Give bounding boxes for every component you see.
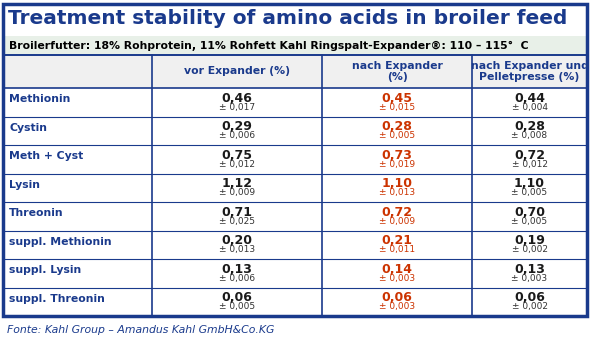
Text: Broilerfutter: 18% Rohprotein, 11% Rohfett Kahl Ringspalt-Expander®: 110 – 115° : Broilerfutter: 18% Rohprotein, 11% Rohfe… xyxy=(9,41,529,51)
Text: ± 0,008: ± 0,008 xyxy=(512,131,548,140)
Text: 0,21: 0,21 xyxy=(382,234,412,247)
Text: ± 0,012: ± 0,012 xyxy=(219,160,255,169)
Text: ± 0,002: ± 0,002 xyxy=(512,245,548,254)
Text: Lysin: Lysin xyxy=(9,180,40,190)
Text: ± 0,013: ± 0,013 xyxy=(219,245,255,254)
Text: ± 0,025: ± 0,025 xyxy=(219,217,255,226)
Text: ± 0,003: ± 0,003 xyxy=(379,302,415,311)
Text: 1,10: 1,10 xyxy=(514,177,545,190)
Text: 1,10: 1,10 xyxy=(382,177,412,190)
Text: ± 0,013: ± 0,013 xyxy=(379,188,415,197)
Text: 0,29: 0,29 xyxy=(222,120,253,133)
Text: 0,46: 0,46 xyxy=(222,92,253,105)
Text: ± 0,003: ± 0,003 xyxy=(512,274,548,283)
Text: 0,13: 0,13 xyxy=(514,263,545,276)
Text: 0,06: 0,06 xyxy=(222,291,253,304)
Text: 0,28: 0,28 xyxy=(514,120,545,133)
Text: 0,70: 0,70 xyxy=(514,206,545,219)
Text: 0,44: 0,44 xyxy=(514,92,545,105)
Text: suppl. Lysin: suppl. Lysin xyxy=(9,265,81,275)
Text: 0,71: 0,71 xyxy=(221,206,253,219)
Text: ± 0,005: ± 0,005 xyxy=(379,131,415,140)
Text: ± 0,005: ± 0,005 xyxy=(512,217,548,226)
Text: 1,12: 1,12 xyxy=(221,177,253,190)
Text: Meth + Cyst: Meth + Cyst xyxy=(9,151,83,161)
Text: 0,06: 0,06 xyxy=(514,291,545,304)
Text: 0,73: 0,73 xyxy=(382,149,412,162)
FancyBboxPatch shape xyxy=(3,55,587,88)
Text: suppl. Methionin: suppl. Methionin xyxy=(9,237,112,247)
Text: 0,28: 0,28 xyxy=(382,120,412,133)
Text: 0,45: 0,45 xyxy=(382,92,412,105)
Text: 0,06: 0,06 xyxy=(382,291,412,304)
Text: Treatment stability of amino acids in broiler feed: Treatment stability of amino acids in br… xyxy=(8,9,568,28)
Text: ± 0,003: ± 0,003 xyxy=(379,274,415,283)
Text: 0,13: 0,13 xyxy=(222,263,253,276)
Text: vor Expander (%): vor Expander (%) xyxy=(184,66,290,76)
Text: Fonte: Kahl Group – Amandus Kahl GmbH&Co.KG: Fonte: Kahl Group – Amandus Kahl GmbH&Co… xyxy=(7,325,274,335)
Text: 0,72: 0,72 xyxy=(514,149,545,162)
Text: ± 0,015: ± 0,015 xyxy=(379,103,415,112)
Text: ± 0,019: ± 0,019 xyxy=(379,160,415,169)
Text: ± 0,005: ± 0,005 xyxy=(219,302,255,311)
Text: suppl. Threonin: suppl. Threonin xyxy=(9,294,105,304)
Text: ± 0,005: ± 0,005 xyxy=(512,188,548,197)
Text: Methionin: Methionin xyxy=(9,94,70,104)
Text: 0,14: 0,14 xyxy=(382,263,412,276)
Text: 0,75: 0,75 xyxy=(221,149,253,162)
FancyBboxPatch shape xyxy=(3,4,587,316)
Text: 0,20: 0,20 xyxy=(221,234,253,247)
Text: ± 0,006: ± 0,006 xyxy=(219,274,255,283)
Text: nach Expander
(%): nach Expander (%) xyxy=(352,61,442,82)
Text: ± 0,012: ± 0,012 xyxy=(512,160,548,169)
Text: 0,72: 0,72 xyxy=(382,206,412,219)
Text: ± 0,004: ± 0,004 xyxy=(512,103,548,112)
Text: Threonin: Threonin xyxy=(9,208,64,218)
Text: ± 0,017: ± 0,017 xyxy=(219,103,255,112)
FancyBboxPatch shape xyxy=(3,36,587,55)
Text: ± 0,011: ± 0,011 xyxy=(379,245,415,254)
Text: ± 0,009: ± 0,009 xyxy=(219,188,255,197)
Text: ± 0,006: ± 0,006 xyxy=(219,131,255,140)
Text: Cystin: Cystin xyxy=(9,123,47,133)
Text: 0,19: 0,19 xyxy=(514,234,545,247)
Text: ± 0,002: ± 0,002 xyxy=(512,302,548,311)
Text: ± 0,009: ± 0,009 xyxy=(379,217,415,226)
Text: nach Expander und
Pelletpresse (%): nach Expander und Pelletpresse (%) xyxy=(471,61,588,82)
